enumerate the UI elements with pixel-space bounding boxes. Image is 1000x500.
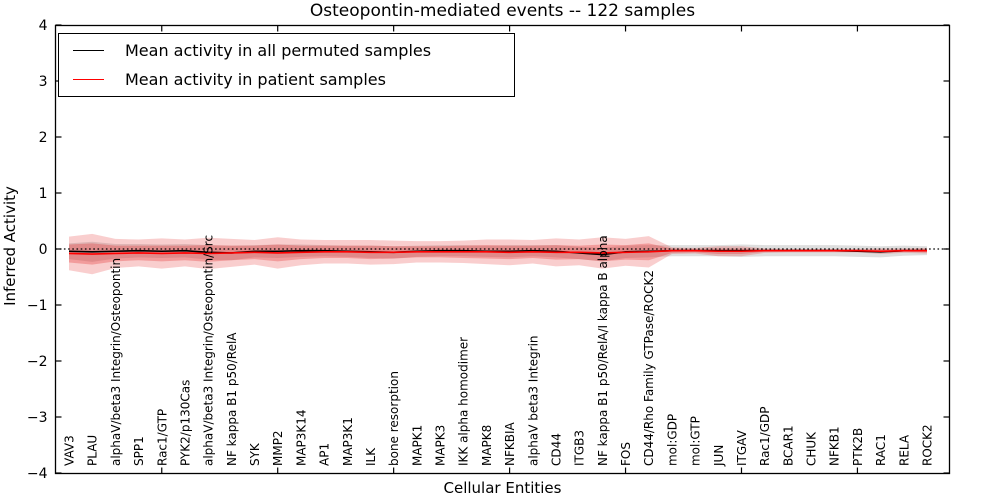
x-category-label: alphaV/beta3 Integrin/Osteopontin	[109, 258, 123, 466]
x-category-label: NF kappa B1 p50/RelA	[225, 332, 239, 466]
x-category-label: mol:GDP	[665, 414, 679, 466]
x-category-label: CD44	[549, 433, 563, 466]
x-category-label: PYK2/p130Cas	[178, 380, 192, 466]
x-category-label: MMP2	[271, 430, 285, 466]
y-tick-label: −3	[27, 410, 48, 426]
x-category-label: Rac1/GTP	[155, 409, 169, 466]
x-category-label: IKK alpha homodimer	[457, 337, 471, 466]
x-category-label: SPP1	[132, 436, 146, 466]
legend-line-sample-red-icon	[73, 79, 104, 80]
x-category-label: AP1	[318, 443, 332, 466]
x-category-label: MAP3K1	[341, 417, 355, 466]
x-category-label: FOS	[619, 442, 633, 466]
y-tick-label: 1	[39, 186, 48, 202]
x-category-label: alphaV beta3 Integrin	[526, 335, 540, 466]
x-category-label: ILK	[364, 447, 378, 466]
legend-item-patient: Mean activity in patient samples	[59, 66, 514, 94]
y-tick-label: −1	[27, 298, 48, 314]
x-category-label: PTK2B	[851, 428, 865, 466]
legend-line-sample-black-icon	[73, 50, 104, 51]
x-category-label: ROCK2	[921, 424, 935, 466]
patient-mean-line	[68, 249, 927, 255]
x-category-label: bone resorption	[387, 371, 401, 466]
y-tick-label: −2	[27, 354, 48, 370]
x-category-label: CD44/Rho Family GTPase/ROCK2	[642, 270, 656, 466]
x-category-label: VAV3	[63, 435, 77, 466]
patient-samples-outer-band-band	[69, 233, 927, 275]
y-tick-label: −4	[27, 466, 48, 482]
x-category-label: PLAU	[86, 435, 100, 466]
x-axis-label: Cellular Entities	[443, 479, 562, 497]
x-category-label: CHUK	[805, 431, 819, 466]
x-category-label: RAC1	[874, 434, 888, 466]
x-category-label: MAPK3	[434, 425, 448, 466]
legend-item-permuted: Mean activity in all permuted samples	[59, 37, 514, 65]
x-category-label: MAP3K14	[294, 409, 308, 466]
x-category-label: NFKB1	[828, 426, 842, 466]
legend-label-patient: Mean activity in patient samples	[125, 70, 386, 89]
legend: Mean activity in all permuted samples Me…	[58, 33, 515, 97]
x-category-label: ITGAV	[735, 429, 749, 466]
legend-label-permuted: Mean activity in all permuted samples	[125, 41, 432, 60]
y-tick-label: 4	[39, 18, 48, 34]
y-tick-label: 0	[39, 242, 48, 258]
chart-title: Osteopontin-mediated events -- 122 sampl…	[309, 1, 696, 21]
x-category-label: BCAR1	[781, 425, 795, 466]
x-category-label: NF kappa B1 p50/RelA/I kappa B alpha	[596, 235, 610, 466]
x-category-label: Rac1/GDP	[758, 407, 772, 466]
x-category-label: NFKBIA	[503, 421, 517, 466]
y-tick-label: 2	[39, 130, 48, 146]
x-category-label: MAPK1	[410, 425, 424, 466]
x-category-label: mol:GTP	[689, 416, 703, 466]
x-category-label: MAPK8	[480, 425, 494, 466]
x-category-label: SYK	[248, 442, 262, 466]
x-category-label: ITGB3	[573, 430, 587, 466]
x-category-label: JUN	[712, 445, 726, 467]
y-tick-label: 3	[39, 74, 48, 90]
x-category-label: alphaV/beta3 Integrin/Osteopontin/Src	[202, 235, 216, 466]
x-category-label: RELA	[897, 434, 911, 466]
